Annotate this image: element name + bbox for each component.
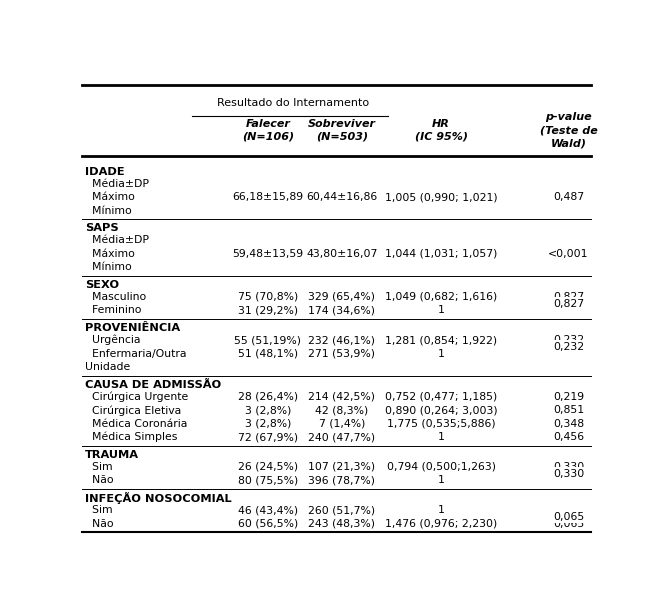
Text: Falecer
(N=106): Falecer (N=106) (242, 118, 294, 142)
Text: Médica Simples: Médica Simples (85, 432, 177, 443)
Text: 43,80±16,07: 43,80±16,07 (306, 249, 378, 259)
Text: 55 (51,19%): 55 (51,19%) (235, 335, 302, 345)
Text: 80 (75,5%): 80 (75,5%) (238, 475, 298, 485)
Text: 0,330: 0,330 (553, 462, 584, 472)
Text: Resultado do Internamento: Resultado do Internamento (217, 98, 369, 108)
Text: Médica Coronária: Médica Coronária (85, 419, 187, 428)
Text: 42 (8,3%): 42 (8,3%) (315, 405, 369, 415)
Text: 396 (78,7%): 396 (78,7%) (308, 475, 375, 485)
Text: 7 (1,4%): 7 (1,4%) (319, 419, 365, 428)
Text: Cirúrgica Urgente: Cirúrgica Urgente (85, 392, 188, 402)
Text: 46 (43,4%): 46 (43,4%) (238, 505, 298, 515)
Text: Sim: Sim (85, 462, 112, 472)
Text: p-value
(Teste de
Wald): p-value (Teste de Wald) (539, 112, 597, 148)
Text: Não: Não (85, 519, 113, 528)
Text: Mínimo: Mínimo (85, 205, 131, 216)
Text: 1,005 (0,990; 1,021): 1,005 (0,990; 1,021) (385, 192, 497, 202)
Text: 0,890 (0,264; 3,003): 0,890 (0,264; 3,003) (385, 405, 497, 415)
Text: 0,794 (0,500;1,263): 0,794 (0,500;1,263) (386, 462, 495, 472)
Text: Urgência: Urgência (85, 335, 140, 345)
Text: TRAUMA: TRAUMA (85, 450, 139, 460)
Text: 1: 1 (438, 475, 445, 485)
Text: 0,456: 0,456 (553, 432, 584, 442)
Text: 1: 1 (438, 432, 445, 442)
Text: 232 (46,1%): 232 (46,1%) (308, 335, 375, 345)
Text: PROVENIÊNCIA: PROVENIÊNCIA (85, 323, 180, 333)
Text: 0,348: 0,348 (553, 419, 584, 428)
Text: 1: 1 (438, 305, 445, 316)
Text: 0,851: 0,851 (553, 405, 584, 415)
Text: 1: 1 (438, 349, 445, 359)
Text: <0,001: <0,001 (548, 249, 589, 259)
Text: 1,281 (0,854; 1,922): 1,281 (0,854; 1,922) (385, 335, 497, 345)
Text: 0,330: 0,330 (553, 468, 584, 479)
Text: Sim: Sim (85, 505, 112, 515)
Text: 1,476 (0,976; 2,230): 1,476 (0,976; 2,230) (385, 519, 497, 528)
Text: SAPS: SAPS (85, 223, 118, 233)
Text: 28 (26,4%): 28 (26,4%) (238, 392, 298, 402)
Text: 51 (48,1%): 51 (48,1%) (238, 349, 298, 359)
Text: Masculino: Masculino (85, 292, 146, 302)
Text: 60 (56,5%): 60 (56,5%) (238, 519, 298, 528)
Text: 329 (65,4%): 329 (65,4%) (308, 292, 375, 302)
Text: 26 (24,5%): 26 (24,5%) (238, 462, 298, 472)
Text: 59,48±13,59: 59,48±13,59 (233, 249, 304, 259)
Text: 3 (2,8%): 3 (2,8%) (245, 405, 291, 415)
Text: 0,065: 0,065 (553, 519, 584, 528)
Text: Feminino: Feminino (85, 305, 141, 316)
Text: 3 (2,8%): 3 (2,8%) (245, 419, 291, 428)
Text: Média±DP: Média±DP (85, 235, 148, 245)
Text: 66,18±15,89: 66,18±15,89 (233, 192, 304, 202)
Text: 60,44±16,86: 60,44±16,86 (306, 192, 377, 202)
Text: 72 (67,9%): 72 (67,9%) (238, 432, 298, 442)
Text: 0,487: 0,487 (553, 192, 584, 202)
Text: INFEÇÃO NOSOCOMIAL: INFEÇÃO NOSOCOMIAL (85, 492, 231, 504)
Text: IDADE: IDADE (85, 167, 124, 177)
Text: 0,232: 0,232 (553, 335, 584, 345)
Text: Média±DP: Média±DP (85, 179, 148, 189)
Text: 0,219: 0,219 (553, 392, 584, 402)
Text: Máximo: Máximo (85, 192, 135, 202)
Text: 0,827: 0,827 (553, 299, 584, 309)
Text: SEXO: SEXO (85, 280, 119, 290)
Text: 243 (48,3%): 243 (48,3%) (308, 519, 375, 528)
Text: 0,752 (0,477; 1,185): 0,752 (0,477; 1,185) (385, 392, 497, 402)
Text: Sobreviver
(N=503): Sobreviver (N=503) (307, 118, 376, 142)
Text: 1,049 (0,682; 1,616): 1,049 (0,682; 1,616) (385, 292, 497, 302)
Text: 174 (34,6%): 174 (34,6%) (308, 305, 375, 316)
Text: 271 (53,9%): 271 (53,9%) (308, 349, 375, 359)
Text: 0,827: 0,827 (553, 292, 584, 302)
Text: CAUSA DE ADMISSÃO: CAUSA DE ADMISSÃO (85, 379, 221, 390)
Text: Enfermaria/Outra: Enfermaria/Outra (85, 349, 186, 359)
Text: 1: 1 (438, 505, 445, 515)
Text: 1,044 (1,031; 1,057): 1,044 (1,031; 1,057) (385, 249, 497, 259)
Text: 75 (70,8%): 75 (70,8%) (238, 292, 298, 302)
Text: 240 (47,7%): 240 (47,7%) (308, 432, 375, 442)
Text: Mínimo: Mínimo (85, 262, 131, 272)
Text: Cirúrgica Eletiva: Cirúrgica Eletiva (85, 405, 181, 416)
Text: Unidade: Unidade (85, 362, 130, 372)
Text: 214 (42,5%): 214 (42,5%) (308, 392, 375, 402)
Text: 260 (51,7%): 260 (51,7%) (308, 505, 375, 515)
Text: Não: Não (85, 475, 113, 485)
Text: HR
(IC 95%): HR (IC 95%) (415, 118, 468, 142)
Text: Máximo: Máximo (85, 249, 135, 259)
Text: 1,775 (0,535;5,886): 1,775 (0,535;5,886) (387, 419, 495, 428)
Text: 31 (29,2%): 31 (29,2%) (238, 305, 298, 316)
Text: 0,065: 0,065 (553, 512, 584, 522)
Text: 0,232: 0,232 (553, 342, 584, 352)
Text: 107 (21,3%): 107 (21,3%) (308, 462, 375, 472)
